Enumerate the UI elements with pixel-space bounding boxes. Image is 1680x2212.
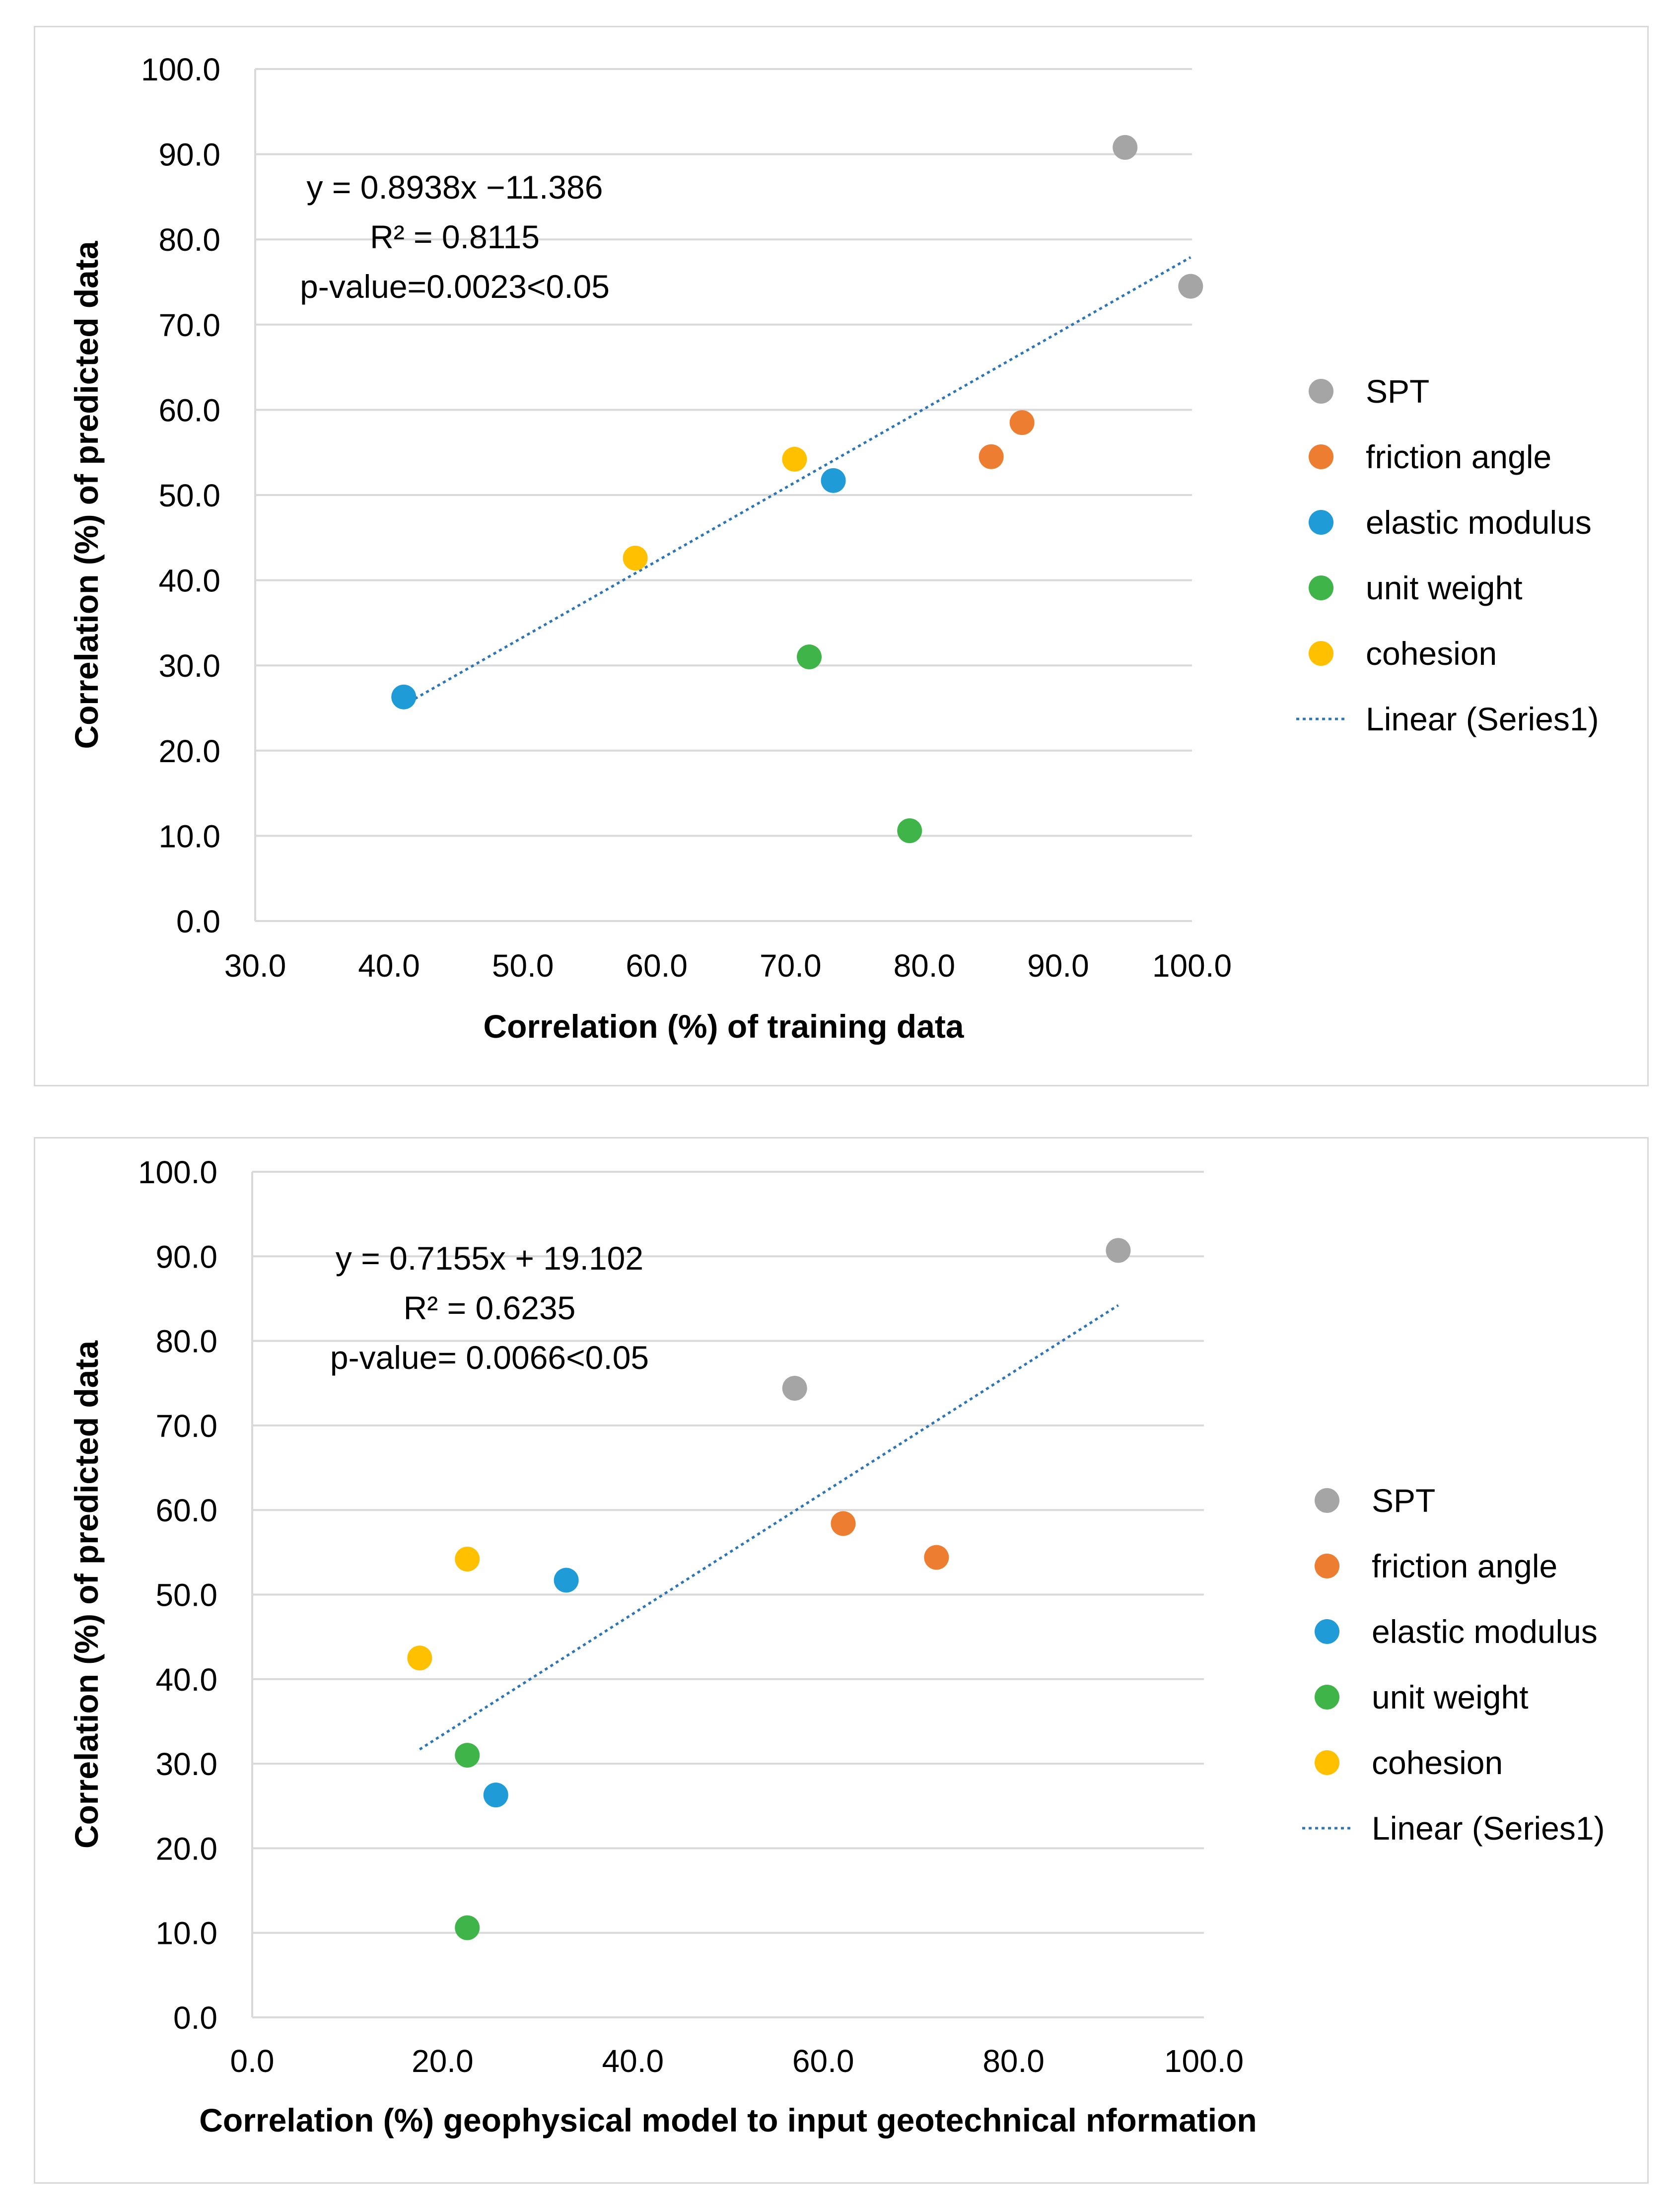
y-tick-label: 60.0 <box>155 1493 217 1528</box>
data-point-friction-angle <box>924 1545 949 1570</box>
y-axis-title: Correlation (%) of predicted data <box>68 1340 105 1849</box>
legend-label: cohesion <box>1372 1744 1503 1781</box>
chart-panel-geophysical: 0.0 10.0 20.0 30.0 40.0 50.0 60.0 70.0 80.0 90.0 1… <box>34 1137 1649 2184</box>
legend-label: Linear (Series1) <box>1372 1810 1605 1847</box>
trendline <box>419 1304 1119 1751</box>
scatter-chart-geophysical: 0.0 10.0 20.0 30.0 40.0 50.0 60.0 70.0 80.0 90.0 1… <box>68 1154 1605 2139</box>
data-point-elastic-modulus <box>483 1783 508 1808</box>
y-tick-label: 100.0 <box>138 1154 217 1190</box>
legend-marker-elastic-modulus <box>1309 510 1333 535</box>
legend-label: friction angle <box>1366 438 1551 475</box>
x-tick-label: 70.0 <box>760 948 822 984</box>
regression-annotation-line: R² = 0.6235 <box>404 1289 576 1326</box>
x-tick-label: 80.0 <box>982 2043 1045 2079</box>
legend-label: friction angle <box>1372 1548 1557 1584</box>
x-tick-label: 80.0 <box>894 948 956 984</box>
x-tick-label: 60.0 <box>792 2043 854 2079</box>
legend-marker-cohesion <box>1315 1750 1339 1775</box>
y-tick-label: 10.0 <box>158 818 220 854</box>
data-point-SPT <box>1113 135 1138 160</box>
legend-label: elastic modulus <box>1372 1613 1598 1650</box>
y-tick-label: 20.0 <box>158 733 220 769</box>
data-point-SPT <box>1178 274 1203 299</box>
y-tick-label: 80.0 <box>155 1324 217 1359</box>
regression-annotation-line: p-value=0.0023<0.05 <box>300 268 610 305</box>
chart-panel-training: 0.0 10.0 20.0 30.0 40.0 50.0 60.0 70.0 80.0 90.0 1… <box>34 26 1649 1086</box>
legend-marker-cohesion <box>1309 641 1333 666</box>
legend-label: SPT <box>1372 1482 1435 1519</box>
data-point-SPT <box>782 1375 807 1401</box>
y-tick-label: 0.0 <box>173 2000 217 2036</box>
data-point-friction-angle <box>1009 410 1035 435</box>
data-point-friction-angle <box>831 1511 856 1536</box>
y-tick-label: 30.0 <box>158 648 220 684</box>
data-point-cohesion <box>407 1645 432 1671</box>
data-point-friction-angle <box>979 444 1004 469</box>
y-tick-label: 90.0 <box>158 137 220 173</box>
regression-annotation-line: R² = 0.8115 <box>370 218 540 255</box>
legend-label: elastic modulus <box>1366 504 1592 541</box>
y-tick-label: 30.0 <box>155 1746 217 1782</box>
legend-marker-friction-angle <box>1315 1554 1339 1578</box>
x-tick-label: 20.0 <box>412 2043 474 2079</box>
legend-marker-unit-weight <box>1315 1685 1339 1710</box>
y-tick-label: 80.0 <box>158 222 220 258</box>
legend-label: Linear (Series1) <box>1366 701 1599 737</box>
x-tick-label: 40.0 <box>602 2043 664 2079</box>
x-tick-label: 50.0 <box>492 948 554 984</box>
data-point-unit-weight <box>797 644 822 670</box>
data-point-unit-weight <box>455 1743 480 1768</box>
regression-annotation-line: y = 0.8938x −11.386 <box>307 169 603 206</box>
x-tick-label: 40.0 <box>358 948 420 984</box>
x-tick-label: 100.0 <box>1164 2043 1244 2079</box>
y-tick-label: 100.0 <box>141 52 220 87</box>
x-tick-label: 100.0 <box>1152 948 1232 984</box>
data-point-unit-weight <box>897 818 922 844</box>
x-tick-label: 30.0 <box>224 948 286 984</box>
y-tick-label: 60.0 <box>158 392 220 428</box>
legend-label: unit weight <box>1366 570 1523 606</box>
y-tick-label: 10.0 <box>155 1916 217 1951</box>
x-tick-label: 0.0 <box>230 2043 275 2079</box>
x-tick-label: 60.0 <box>626 948 688 984</box>
y-tick-label: 50.0 <box>158 478 220 513</box>
y-tick-label: 90.0 <box>155 1239 217 1275</box>
y-tick-label: 50.0 <box>155 1577 217 1613</box>
data-point-cohesion <box>782 446 807 472</box>
y-axis-title: Correlation (%) of predicted data <box>68 240 105 749</box>
legend-marker-friction-angle <box>1309 444 1333 469</box>
legend-marker-SPT <box>1315 1488 1339 1513</box>
legend-marker-elastic-modulus <box>1315 1619 1339 1644</box>
y-tick-label: 0.0 <box>176 904 220 939</box>
y-tick-label: 40.0 <box>155 1662 217 1698</box>
data-point-elastic-modulus <box>821 468 846 493</box>
trendline <box>403 256 1191 707</box>
data-point-unit-weight <box>455 1915 480 1940</box>
legend-marker-unit-weight <box>1309 575 1333 600</box>
regression-annotation-line: y = 0.7155x + 19.102 <box>336 1240 643 1277</box>
legend-label: unit weight <box>1372 1679 1529 1715</box>
data-point-cohesion <box>455 1546 480 1571</box>
legend-marker-SPT <box>1309 379 1333 404</box>
scatter-chart-training: 0.0 10.0 20.0 30.0 40.0 50.0 60.0 70.0 80.0 90.0 1… <box>68 52 1599 1045</box>
y-tick-label: 70.0 <box>155 1408 217 1444</box>
x-tick-label: 90.0 <box>1027 948 1089 984</box>
regression-annotation-line: p-value= 0.0066<0.05 <box>330 1339 649 1376</box>
data-point-elastic-modulus <box>554 1568 579 1593</box>
x-axis-title: Correlation (%) of training data <box>483 1008 964 1045</box>
legend-label: cohesion <box>1366 635 1497 672</box>
y-tick-label: 70.0 <box>158 307 220 343</box>
y-tick-label: 20.0 <box>155 1831 217 1866</box>
x-axis-title: Correlation (%) geophysical model to inp… <box>199 2102 1257 2139</box>
data-point-elastic-modulus <box>391 684 417 710</box>
legend-label: SPT <box>1366 373 1429 410</box>
data-point-cohesion <box>623 545 648 571</box>
y-tick-label: 40.0 <box>158 563 220 599</box>
data-point-SPT <box>1106 1238 1131 1263</box>
